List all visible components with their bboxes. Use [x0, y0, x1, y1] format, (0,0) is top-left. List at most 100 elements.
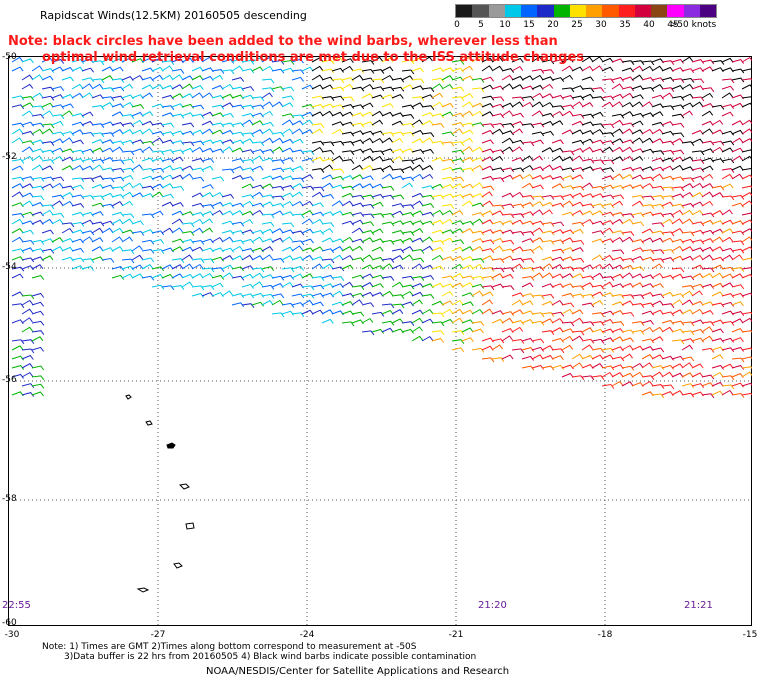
- wind-barb: [421, 94, 434, 100]
- wind-barb: [711, 228, 724, 234]
- wind-barb: [571, 239, 585, 245]
- wind-barb: [351, 227, 363, 234]
- wind-barb: [691, 85, 704, 91]
- wind-barb: [501, 220, 514, 226]
- wind-barb: [71, 129, 84, 135]
- wind-barb: [301, 299, 314, 306]
- wind-barb: [321, 164, 333, 171]
- wind-barb: [541, 194, 555, 200]
- wind-barb: [651, 384, 665, 389]
- wind-barb: [81, 77, 95, 83]
- wind-barb: [341, 300, 354, 306]
- wind-barb: [551, 364, 564, 370]
- wind-barb: [671, 339, 685, 345]
- wind-barb: [681, 209, 694, 216]
- wind-barb: [631, 60, 645, 65]
- wind-barb: [461, 200, 473, 207]
- wind-barb: [641, 65, 654, 72]
- wind-barb: [291, 183, 304, 189]
- wind-barb: [61, 222, 75, 228]
- wind-barb: [701, 110, 714, 117]
- wind-barb: [681, 290, 693, 297]
- wind-barb: [351, 299, 363, 306]
- wind-barb: [351, 68, 365, 74]
- wind-barb: [531, 166, 544, 172]
- wind-barb: [261, 121, 274, 127]
- wind-barb: [651, 300, 664, 306]
- wind-barb: [241, 273, 254, 279]
- wind-barb: [621, 264, 634, 270]
- wind-barb: [151, 137, 163, 144]
- wind-barb: [491, 344, 503, 351]
- wind-barb: [591, 263, 604, 270]
- wind-barb: [671, 372, 684, 378]
- wind-barb: [571, 201, 584, 207]
- wind-barb: [11, 202, 24, 208]
- wind-barb: [41, 238, 54, 244]
- wind-barb: [741, 185, 752, 189]
- wind-barb: [101, 227, 114, 234]
- wind-barb: [421, 185, 435, 191]
- wind-barb: [431, 67, 444, 73]
- wind-barb: [61, 131, 75, 136]
- wind-barb: [281, 255, 294, 261]
- wind-barb: [281, 274, 294, 280]
- wind-barb: [11, 345, 24, 351]
- legend-tick-label: 15: [523, 20, 535, 30]
- wind-barb: [621, 365, 635, 371]
- lat-lon-grid: [8, 56, 752, 626]
- wind-barb: [151, 210, 164, 216]
- wind-barb: [741, 68, 752, 72]
- wind-barb: [271, 258, 285, 263]
- wind-barb: [711, 328, 724, 334]
- wind-barb: [281, 302, 295, 308]
- wind-barb: [151, 239, 165, 244]
- wind-barb: [91, 147, 104, 153]
- wind-barb: [671, 363, 684, 369]
- wind-barb: [601, 57, 614, 63]
- wind-barb: [301, 185, 315, 191]
- wind-barb: [661, 291, 674, 297]
- wind-barb: [601, 254, 614, 261]
- wind-barb: [451, 210, 464, 216]
- wind-barb: [671, 309, 684, 315]
- wind-barb: [561, 175, 574, 180]
- wind-barb: [731, 202, 744, 208]
- wind-barb: [291, 149, 305, 155]
- wind-barb: [731, 220, 744, 226]
- wind-barb: [321, 318, 334, 324]
- wind-barb: [481, 175, 494, 181]
- wind-barb: [351, 245, 364, 252]
- wind-barb: [591, 284, 605, 290]
- wind-barb: [31, 391, 44, 397]
- island-3: [166, 442, 176, 449]
- wind-barb: [141, 213, 155, 219]
- wind-barb: [721, 195, 735, 201]
- legend-swatch: [504, 5, 521, 17]
- wind-barb: [11, 213, 25, 218]
- wind-barb: [331, 121, 344, 127]
- wind-barb: [361, 221, 375, 227]
- wind-barb: [561, 328, 574, 334]
- wind-barb: [621, 236, 634, 243]
- legend-swatch: [667, 5, 684, 17]
- wind-barb: [211, 176, 225, 182]
- wind-barb: [261, 254, 273, 261]
- wind-barb: [11, 339, 25, 345]
- wind-barb: [231, 275, 245, 281]
- wind-barb: [301, 238, 314, 244]
- wind-barb: [221, 202, 234, 208]
- wind-barb: [341, 121, 354, 127]
- wind-barb: [731, 267, 745, 272]
- wind-barb: [331, 254, 343, 261]
- wind-barb: [371, 110, 384, 117]
- wind-barb: [281, 147, 294, 153]
- wind-speed-legend: 0 5 10 15 20 25 30 35 40 45 >50 knots: [454, 4, 717, 38]
- wind-barb: [241, 183, 254, 189]
- wind-barb: [171, 140, 185, 146]
- wind-barb: [241, 158, 255, 164]
- wind-barb: [101, 66, 114, 72]
- wind-barb: [251, 104, 265, 110]
- wind-barb: [531, 139, 544, 145]
- wind-barb: [591, 254, 604, 261]
